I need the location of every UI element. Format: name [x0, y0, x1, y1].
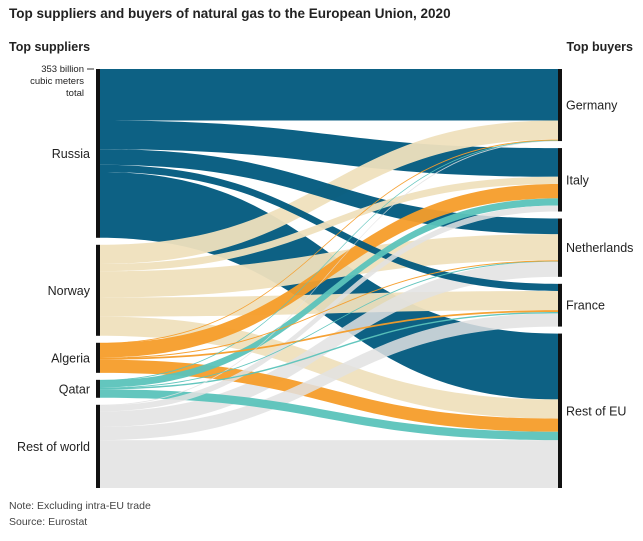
target-bar-netherlands: [558, 218, 562, 277]
target-bar-germany: [558, 69, 562, 142]
flow-algeria-to-france: [100, 310, 558, 360]
total-note-line-2: cubic meters: [30, 76, 84, 87]
target-label-netherlands: Netherlands: [566, 241, 633, 255]
flow-rest-of-world-to-italy: [100, 205, 558, 412]
source-bar-qatar: [96, 379, 100, 398]
target-label-italy: Italy: [566, 173, 590, 187]
flow-algeria-to-germany: [100, 139, 558, 344]
flow-rest-of-world-to-rest-of-eu: [100, 440, 558, 488]
footnote: Note: Excluding intra-EU trade: [9, 500, 151, 512]
flow-norway-to-italy: [100, 176, 558, 272]
source-note: Source: Eurostat: [9, 516, 88, 528]
flow-rest-of-world-to-netherlands: [100, 261, 558, 427]
source-label-algeria: Algeria: [51, 351, 90, 365]
source-bar-norway: [96, 244, 100, 336]
total-note-line-3: total: [66, 88, 84, 99]
flow-qatar-to-italy: [100, 198, 558, 388]
flow-russia-to-germany: [100, 69, 558, 121]
flow-qatar-to-netherlands: [100, 260, 558, 389]
chart-title: Top suppliers and buyers of natural gas …: [9, 6, 451, 21]
source-bar-rest-of-world: [96, 404, 100, 488]
flow-qatar-to-france: [100, 311, 558, 390]
source-bar-russia: [96, 69, 100, 238]
target-label-rest-of-eu: Rest of EU: [566, 404, 626, 418]
flow-russia-to-italy: [100, 120, 558, 177]
flow-rest-of-world-to-germany: [100, 140, 558, 406]
flow-qatar-to-germany: [100, 139, 558, 381]
labels-layer: Russia Norway Algeria Qatar Rest of world Ger…: [17, 64, 633, 454]
flow-algeria-to-italy: [100, 183, 558, 358]
flow-norway-to-france: [100, 291, 558, 317]
target-bar-rest-of-eu: [558, 333, 562, 488]
target-label-france: France: [566, 299, 605, 313]
suppliers-header: Top suppliers: [9, 40, 91, 54]
buyers-header: Top buyers: [566, 40, 633, 54]
source-label-qatar: Qatar: [59, 382, 90, 396]
flow-russia-to-france: [100, 164, 558, 292]
total-note-line-1: 353 billion: [41, 64, 84, 75]
source-label-russia: Russia: [52, 147, 90, 161]
nodes-layer: [96, 69, 562, 488]
source-bar-algeria: [96, 342, 100, 373]
flow-russia-to-rest-of-eu: [100, 171, 558, 400]
source-label-norway: Norway: [48, 284, 91, 298]
flow-algeria-to-netherlands: [100, 260, 558, 359]
target-bar-italy: [558, 148, 562, 212]
flows-layer: [100, 69, 558, 488]
flow-norway-to-rest-of-eu: [100, 316, 558, 419]
target-bar-france: [558, 283, 562, 327]
target-label-germany: Germany: [566, 99, 618, 113]
flow-qatar-to-rest-of-eu: [100, 389, 558, 441]
flow-rest-of-world-to-france: [100, 313, 558, 441]
source-label-rest-of-world: Rest of world: [17, 440, 90, 454]
